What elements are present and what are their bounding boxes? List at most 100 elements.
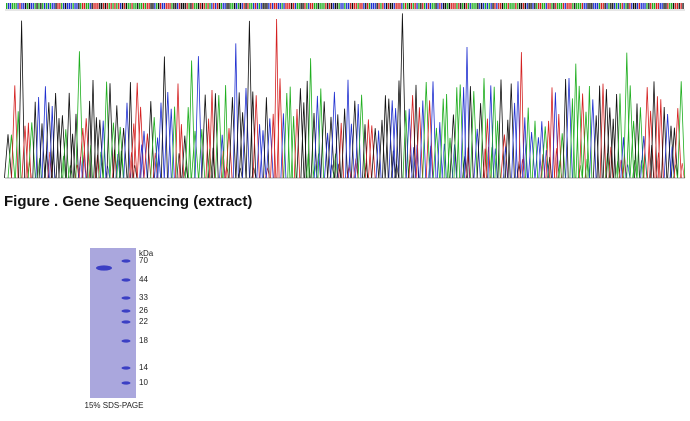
base-call [15, 3, 17, 9]
trace-peak [534, 137, 543, 179]
base-call [112, 3, 114, 9]
base-call [361, 3, 363, 9]
base-call [494, 3, 496, 9]
base-call [638, 3, 640, 9]
base-call [342, 3, 344, 9]
base-call [251, 3, 253, 9]
base-call [505, 3, 507, 9]
trace-peak [307, 58, 314, 179]
base-call [536, 3, 538, 9]
base-call [308, 3, 310, 9]
base-call [401, 3, 403, 9]
trace-peak [599, 83, 607, 179]
base-call [114, 3, 116, 9]
trace-peak [147, 101, 155, 179]
base-call [416, 3, 418, 9]
trace-peak [677, 81, 686, 179]
base-call [291, 3, 293, 9]
base-call [424, 3, 426, 9]
trace-peak [541, 126, 550, 179]
trace-peak [667, 125, 675, 179]
base-call [68, 3, 70, 9]
trace-peak [527, 132, 536, 179]
base-call [572, 3, 574, 9]
marker-label: 14 [139, 363, 148, 372]
trace-peak [152, 152, 158, 179]
base-call [422, 3, 424, 9]
base-call [110, 3, 112, 9]
base-call [549, 3, 551, 9]
base-call [294, 3, 297, 9]
trace-peak [341, 108, 348, 179]
base-call [266, 3, 268, 9]
base-call [158, 3, 160, 9]
trace-peak [75, 51, 84, 179]
base-call [222, 3, 224, 9]
base-call [363, 3, 365, 9]
trace-peak [629, 120, 638, 179]
base-call [406, 3, 409, 9]
trace-peak [176, 153, 182, 179]
trace-peak [143, 133, 152, 179]
trace-peak [507, 83, 515, 179]
base-call [481, 3, 483, 9]
trace-peak [371, 128, 380, 179]
base-call [317, 3, 319, 9]
trace-peak [106, 83, 114, 179]
trace-peak [569, 98, 576, 179]
trace-peak [547, 156, 552, 179]
trace-peak [118, 150, 124, 179]
base-call [321, 3, 323, 9]
trace-peak [38, 123, 46, 179]
base-call [327, 3, 329, 9]
base-call [11, 3, 13, 9]
base-call [646, 3, 648, 9]
base-call [663, 3, 665, 9]
trace-peak [643, 87, 651, 179]
base-call [532, 3, 534, 9]
base-call [539, 3, 542, 9]
base-call [230, 3, 232, 9]
base-call [655, 3, 658, 9]
base-call [125, 3, 127, 9]
base-call [140, 3, 143, 9]
trace-peak [88, 144, 93, 179]
base-call [644, 3, 646, 9]
marker-band [121, 381, 131, 385]
base-call [629, 3, 631, 9]
base-call [557, 3, 559, 9]
base-call [283, 3, 285, 9]
base-call [623, 3, 625, 9]
base-call [669, 3, 671, 9]
base-call [367, 3, 369, 9]
trace-peak [235, 92, 243, 179]
trace-peak [37, 158, 42, 179]
base-call [353, 3, 355, 9]
base-call [653, 3, 656, 9]
marker-band [121, 309, 131, 313]
trace-peak [452, 144, 457, 179]
base-call [165, 3, 167, 9]
base-call [545, 3, 547, 9]
trace-peak [7, 134, 16, 179]
base-call [454, 3, 456, 9]
base-call [437, 3, 439, 9]
trace-peak [73, 113, 79, 179]
trace-peak [584, 158, 590, 179]
base-call [135, 3, 137, 9]
base-call [568, 3, 570, 9]
trace-peak [157, 102, 165, 179]
base-call [384, 3, 386, 9]
base-call [608, 3, 610, 9]
base-call [171, 3, 173, 9]
base-call [258, 3, 260, 9]
trace-peak [347, 123, 355, 179]
trace-peak [673, 108, 682, 179]
trace-peak [384, 98, 393, 179]
trace-peak [78, 127, 87, 179]
base-call [558, 3, 561, 9]
trace-peak [497, 79, 505, 179]
trace-peak [58, 115, 67, 179]
base-call [260, 3, 262, 9]
